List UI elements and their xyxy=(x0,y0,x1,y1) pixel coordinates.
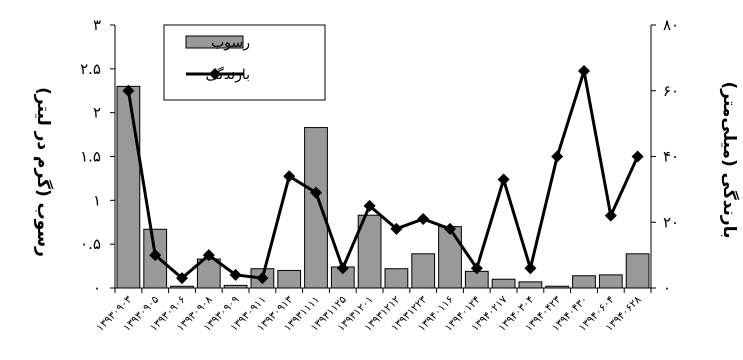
rainfall-point xyxy=(524,262,537,275)
right-tick-label: ۰ xyxy=(663,279,671,297)
left-tick-label: ۲ xyxy=(93,104,101,122)
legend-bar-swatch xyxy=(185,35,244,49)
bar xyxy=(598,274,623,289)
left-tick-label: ۱.۵ xyxy=(80,148,101,166)
rainfall-point xyxy=(176,272,188,285)
rainfall-point xyxy=(363,199,376,212)
rainfall-point xyxy=(229,268,242,281)
rainfall-point xyxy=(578,65,590,78)
rainfall-line xyxy=(126,70,639,281)
bar xyxy=(304,127,328,289)
legend: رسوب بارندگی xyxy=(163,24,326,101)
rainfall-point xyxy=(417,212,430,225)
right-tick-label: ۴۰ xyxy=(663,148,679,166)
right-axis-ticks: ۰ ۲۰ ۴۰ ۶۰ ۸۰ xyxy=(651,16,679,297)
rainfall-point xyxy=(470,262,483,275)
rainfall-point xyxy=(283,170,296,183)
line-series xyxy=(122,65,644,285)
right-tick-label: ۶۰ xyxy=(663,82,679,100)
bar xyxy=(116,85,141,289)
rainfall-point xyxy=(202,249,215,262)
right-tick-label: ۸۰ xyxy=(663,16,679,34)
rainfall-point xyxy=(444,222,456,235)
left-tick-label: ۰ xyxy=(93,279,101,297)
legend-marker-icon xyxy=(209,68,221,80)
bar xyxy=(518,281,543,289)
rainfall-point xyxy=(390,222,403,235)
category-labels: ۱۳۹۳۰۹۰۳۱۳۹۳۰۹۰۵۱۳۹۳۰۹۰۶۱۳۹۳۰۹۰۸۱۳۹۳۰۹۰۹… xyxy=(94,293,644,334)
legend-label-sediment: رسوب xyxy=(211,35,250,51)
rainfall-point xyxy=(336,262,349,275)
left-tick-label: ۰.۵ xyxy=(80,235,101,253)
rainfall-point xyxy=(604,209,617,222)
right-tick-label: ۲۰ xyxy=(663,213,679,231)
bar xyxy=(277,269,302,289)
rainfall-point xyxy=(149,249,162,262)
rainfall-point xyxy=(551,150,564,163)
rainfall-point xyxy=(497,173,510,186)
left-tick-label: ۳ xyxy=(93,16,101,34)
right-axis-title: بارندگی (میلی‌متر) xyxy=(719,82,740,239)
rainfall-point xyxy=(122,84,135,97)
rainfall-point xyxy=(256,272,269,285)
bar xyxy=(438,226,462,289)
rainfall-point xyxy=(310,186,322,199)
left-tick-label: ۲.۵ xyxy=(80,60,101,78)
bar xyxy=(491,278,516,289)
rainfall-point xyxy=(631,150,644,163)
legend-label-rainfall: بارندگی xyxy=(205,66,250,83)
bar xyxy=(411,253,436,289)
left-axis-ticks: ۰ ۰.۵ ۱ ۱.۵ ۲ ۲.۵ ۳ xyxy=(80,16,115,297)
bar xyxy=(384,268,409,289)
left-tick-label: ۱ xyxy=(93,191,101,209)
bar xyxy=(625,253,650,289)
bar xyxy=(572,275,596,289)
left-axis-title: رسوب (گرم در لیتر) xyxy=(33,87,54,257)
